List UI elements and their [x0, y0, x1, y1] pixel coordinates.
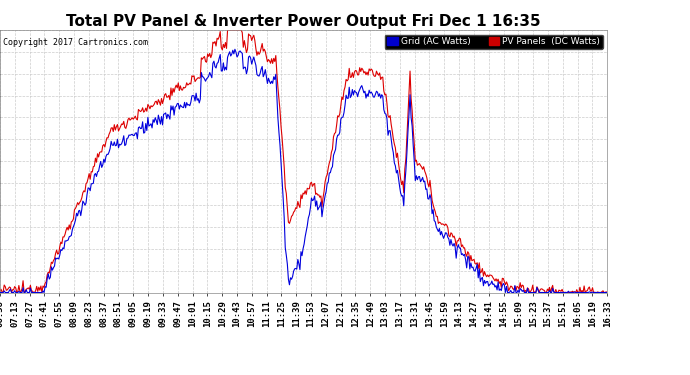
Title: Total PV Panel & Inverter Power Output Fri Dec 1 16:35: Total PV Panel & Inverter Power Output F… [66, 14, 541, 29]
Text: Copyright 2017 Cartronics.com: Copyright 2017 Cartronics.com [3, 38, 148, 47]
Legend: Grid (AC Watts), PV Panels  (DC Watts): Grid (AC Watts), PV Panels (DC Watts) [384, 34, 602, 49]
